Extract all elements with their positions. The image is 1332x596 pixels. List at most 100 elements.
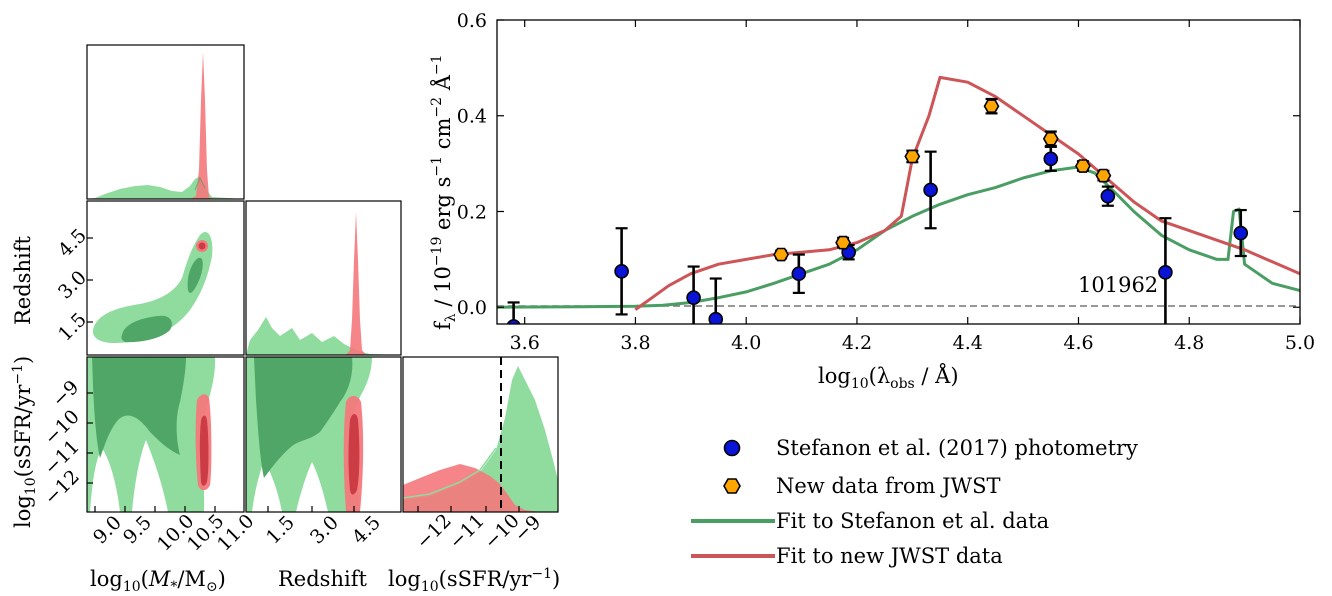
corner-xlabel-ssfr: log10(sSFR/yr−1): [388, 566, 560, 595]
legend-item-fit-jwst: Fit to new JWST data: [691, 544, 1003, 568]
sed-model-lines: [497, 75, 1300, 311]
y-tick-label: 0.2: [457, 201, 487, 223]
jwst-point: [983, 99, 1000, 113]
sed-plot-frame: [496, 19, 1301, 325]
legend-label: Fit to Stefanon et al. data: [776, 509, 1049, 533]
x-tick-label: 3.8: [620, 332, 650, 354]
mass-tick-label: 11.0: [213, 510, 258, 555]
panel-redshift-ssfr-frame: [245, 356, 402, 513]
corner-plot: 9.0 9.5 10.0 10.5 11.0 1.5 3.0 4.5 −12 −…: [10, 44, 560, 595]
corner-xlabel-redshift: Redshift: [278, 567, 367, 591]
stefanon-point: [686, 290, 701, 305]
mass-marginal-stefanon-fill: [87, 176, 244, 199]
z-marginal-stefanon-fill: [246, 317, 401, 355]
stefanon-point: [1100, 188, 1116, 204]
z-tick-label: 3.0: [306, 512, 343, 549]
panel-ssfr-marginal-frame: [402, 356, 559, 513]
ssfr-tick-label: −11: [445, 510, 489, 554]
jwst-point: [1042, 131, 1059, 146]
y-tick-label: 0.4: [457, 106, 487, 128]
stefanon-point: [1158, 264, 1173, 280]
panel-mass-marginal-frame: [86, 44, 245, 200]
legend-label: Fit to new JWST data: [776, 544, 1003, 568]
legend-label: New data from JWST: [776, 474, 1001, 498]
corner-ylabel-redshift: Redshift: [11, 236, 35, 325]
jwst-point: [1095, 168, 1112, 183]
jwst-point: [904, 149, 921, 164]
ssfr-y-tick-label: −9: [48, 376, 83, 411]
sed-ticks: 3.6 3.8 4.0 4.2 4.4 4.6 4.8 5.0 0.0 0.2 0.4 0.6: [457, 10, 1315, 354]
mass-tick-label: 9.5: [119, 512, 156, 549]
legend-item-fit-stefanon: Fit to Stefanon et al. data: [691, 509, 1049, 533]
panel-mass-redshift-frame: [86, 200, 245, 356]
corner-xlabel-mass: log10(M*/M⊙): [90, 567, 226, 595]
x-tick-label: 4.4: [953, 332, 983, 354]
corner-x-ticks: [94, 506, 520, 512]
stefanon-point: [506, 319, 521, 324]
jwst-point: [1074, 159, 1091, 173]
legend-item-jwst: New data from JWST: [723, 474, 1001, 498]
fit-line-stefanon: [497, 165, 1300, 309]
sed-data-points: [506, 99, 1249, 324]
object-id-label: 101962: [1078, 273, 1158, 297]
z-y-tick-label: 1.5: [54, 309, 91, 346]
z-tick-label: 1.5: [262, 512, 299, 549]
jwst-point: [773, 247, 790, 262]
sed-plot-area: [497, 75, 1300, 324]
mass-tick-label: 9.0: [89, 512, 126, 549]
x-tick-label: 3.6: [510, 332, 540, 354]
panel-mass-redshift: [92, 231, 213, 343]
x-tick-label: 4.2: [842, 332, 872, 354]
panel-redshift-marginal-frame: [245, 200, 402, 356]
panel-ssfr-marginal: [403, 357, 558, 512]
legend-marker-hexagon: [723, 478, 741, 494]
mass-z-stefanon-outer: [92, 231, 213, 343]
stefanon-point: [614, 264, 629, 279]
z-y-tick-label: 3.0: [54, 267, 91, 304]
sed-plot: 3.6 3.8 4.0 4.2 4.4 4.6 4.8 5.0 0.0 0.2 0.4 0.6 101…: [429, 10, 1315, 392]
ssfr-marginal-stefanon-fill: [403, 366, 558, 512]
legend: Stefanon et al. (2017) photometry New da…: [691, 436, 1138, 568]
legend-label: Stefanon et al. (2017) photometry: [776, 436, 1138, 460]
jwst-point: [835, 235, 852, 250]
mass-marginal-jwst-fill: [190, 52, 214, 199]
z-y-tick-label: 4.5: [54, 225, 91, 262]
ssfr-y-tick-label: −12: [40, 466, 84, 510]
mass-z-jwst-core: [198, 242, 206, 250]
x-tick-label: 4.8: [1174, 332, 1204, 354]
corner-ylabel-ssfr: log10(sSFR/yr−1): [10, 356, 39, 528]
mass-z-stefanon-inner: [121, 315, 172, 343]
legend-marker-circle: [723, 439, 741, 457]
ssfr-tick-label: −12: [412, 510, 456, 554]
panel-mass-marginal: [87, 52, 244, 199]
x-tick-label: 5.0: [1285, 332, 1315, 354]
panel-redshift-marginal: [246, 212, 401, 355]
mass-z-stefanon-inner2: [187, 257, 203, 293]
y-tick-label: 0.6: [457, 10, 487, 32]
mass-ssfr-stefanon-inner: [92, 357, 186, 458]
fit-line-jwst: [634, 75, 1300, 311]
sed-ylabel: fλ / 10−19 erg s−1 cm−2 Å−1: [429, 54, 459, 330]
stefanon-point: [1233, 225, 1249, 241]
stefanon-point: [923, 182, 938, 198]
sed-xlabel: log10(λobs / Å): [818, 363, 959, 392]
stefanon-point: [1043, 151, 1059, 167]
x-tick-label: 4.0: [731, 332, 761, 354]
ssfr-marginal-jwst-fill: [403, 464, 540, 512]
ssfr-tick-label: −9: [510, 511, 545, 546]
mass-marginal-stefanon-line: [194, 176, 206, 191]
stefanon-point: [791, 266, 807, 282]
sed-error-bars: [507, 97, 1247, 324]
ssfr-marginal-stefanon-line: [403, 447, 497, 499]
z-ssfr-jwst-core: [348, 414, 360, 495]
x-tick-label: 4.6: [1063, 332, 1093, 354]
mass-ssfr-jwst-core: [199, 415, 209, 486]
panel-mass-ssfr-frame: [86, 356, 245, 513]
y-tick-label: 0.0: [457, 297, 487, 319]
panel-mass-ssfr: [87, 357, 216, 512]
z-tick-label: 4.5: [348, 512, 385, 549]
panel-redshift-ssfr: [246, 357, 372, 512]
stefanon-point: [708, 311, 724, 324]
z-ssfr-stefanon-inner: [254, 357, 353, 478]
